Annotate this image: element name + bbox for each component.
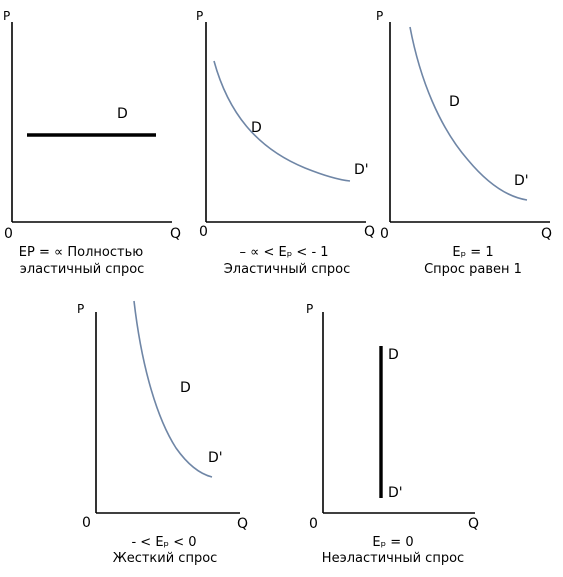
demand-curve xyxy=(213,60,351,182)
demand-label-d: D xyxy=(388,347,399,363)
panel-caption-line1: - < Eₚ < 0 xyxy=(131,535,196,550)
p-axis-label: P xyxy=(3,9,10,23)
p-axis-label: P xyxy=(306,302,313,316)
demand-label-d: D xyxy=(449,94,460,110)
origin-label: 0 xyxy=(199,224,208,240)
panel-caption-line2: Спрос равен 1 xyxy=(424,262,522,277)
panel-caption-line2: Неэластичный спрос xyxy=(322,551,464,566)
panel-caption-line1: Eₚ = 1 xyxy=(452,245,493,260)
panel-caption-line1: – ∝ < Eₚ < - 1 xyxy=(239,245,328,260)
panel-caption-line1: Eₚ = 0 xyxy=(372,535,413,550)
panel-caption-line2: эластичный спрос xyxy=(20,262,145,277)
demand-label-d-prime: D' xyxy=(354,162,369,178)
panel-elastic: P Q 0 D D' – ∝ < Eₚ < - 1 Эластичный спр… xyxy=(196,9,375,277)
panel-inelastic: P Q 0 D D' - < Eₚ < 0 Жесткий спрос xyxy=(77,300,248,566)
q-axis-label: Q xyxy=(237,516,248,532)
demand-label-d-prime: D' xyxy=(208,450,223,466)
origin-label: 0 xyxy=(82,515,91,531)
panel-perfectly-inelastic: P Q 0 D D' Eₚ = 0 Неэластичный спрос xyxy=(306,302,479,566)
q-axis-label: Q xyxy=(170,226,181,242)
demand-curve xyxy=(409,26,528,201)
demand-label-d: D xyxy=(180,380,191,396)
demand-curve xyxy=(133,300,213,478)
demand-label-d-prime: D' xyxy=(514,173,529,189)
origin-label: 0 xyxy=(309,516,318,532)
panel-caption-line2: Жесткий спрос xyxy=(113,551,218,566)
demand-label-d: D xyxy=(251,120,262,136)
origin-label: 0 xyxy=(380,226,389,242)
p-axis-label: P xyxy=(196,9,203,23)
origin-label: 0 xyxy=(4,226,13,242)
panel-caption-line1: EP = ∝ Полностью xyxy=(19,245,144,260)
p-axis-label: P xyxy=(376,9,383,23)
panel-caption-line2: Эластичный спрос xyxy=(224,262,351,277)
q-axis-label: Q xyxy=(364,224,375,240)
demand-label-d: D xyxy=(117,106,128,122)
p-axis-label: P xyxy=(77,302,84,316)
demand-label-d-prime: D' xyxy=(388,485,403,501)
panel-perfectly-elastic: P Q 0 D EP = ∝ Полностью эластичный спро… xyxy=(3,9,181,277)
q-axis-label: Q xyxy=(541,226,552,242)
panel-unit-elastic: P Q 0 D D' Eₚ = 1 Спрос равен 1 xyxy=(376,9,552,277)
q-axis-label: Q xyxy=(468,516,479,532)
